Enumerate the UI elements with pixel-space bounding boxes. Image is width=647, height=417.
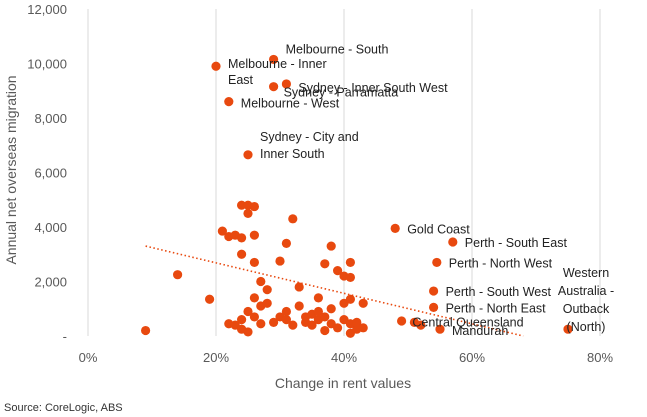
data-point [358,298,368,308]
data-point [237,315,247,325]
data-point [243,327,253,337]
source-note: Source: CoreLogic, ABS [4,402,123,414]
data-point [281,238,291,248]
trendline-layer [145,245,524,337]
data-point [249,230,259,240]
y-axis-title: Annual net overseas migration [3,75,19,264]
data-point [243,306,253,317]
y-tick-label: 2,000 [34,275,67,290]
data-point [320,312,330,322]
annotation-label: Perth - South East [465,236,568,250]
data-point [249,312,259,322]
data-point [313,293,323,303]
annotation-label: Melbourne - South [286,42,389,56]
data-point [345,272,355,283]
data-point [313,306,323,317]
data-point [326,241,336,251]
data-point [281,306,291,317]
data-point [320,259,330,269]
data-point [432,257,442,268]
annotation-label: Gold Coast [407,222,470,236]
data-point [269,54,279,65]
data-point [326,304,336,314]
annotation-label: Melbourne - West [241,97,340,111]
x-tick-labels: 0% 20% 40% 60% 80% [79,350,614,365]
data-point [435,324,445,334]
annotation-label: Sydney - Inner South West [298,81,448,95]
annotation-label: Sydney - City and Inner South [260,130,359,161]
data-point [390,223,400,233]
data-point [307,320,317,330]
data-point [429,286,439,296]
annotation-label: Mandurah [452,324,508,338]
data-point [563,324,573,334]
data-point [211,61,221,71]
x-axis-title: Change in rent values [275,375,411,391]
data-point [243,150,253,160]
trendline [145,245,524,337]
data-point [294,301,304,311]
y-tick-label: 10,000 [27,57,67,72]
data-point [345,294,355,304]
data-point [205,294,215,304]
x-tick-label: 40% [331,350,357,365]
data-point [281,79,291,89]
annotation-label: Sydney - Parramatta [284,86,399,100]
data-point [269,82,279,92]
points-layer [141,54,573,338]
y-tick-label: 12,000 [27,2,67,17]
data-point [237,249,247,259]
data-point [237,233,247,243]
data-point [237,200,247,210]
data-point [224,97,234,107]
data-point [294,282,304,292]
data-point [173,270,183,280]
data-point [141,325,151,336]
data-point [358,323,368,333]
data-point [249,257,259,268]
data-point [256,319,266,329]
x-tick-label: 60% [459,350,485,365]
data-point [281,315,291,325]
y-tick-label: 4,000 [34,220,67,235]
data-point [217,226,227,236]
data-point [429,302,439,312]
data-point [397,316,407,326]
y-tick-labels: - 2,000 4,000 6,000 8,000 10,000 12,000 [27,2,67,344]
data-point [333,323,343,333]
annotation-label: Western Australia -Outback (North) [558,266,614,334]
x-tick-label: 80% [587,350,613,365]
annotation-label: Melbourne - Inner East [228,57,327,87]
data-point [275,256,285,266]
data-point [352,317,362,327]
data-point [262,285,272,295]
x-tick-label: 0% [79,350,98,365]
data-point [320,325,330,336]
data-point [448,237,458,247]
data-point [416,320,426,330]
y-tick-label: 8,000 [34,111,67,126]
annotation-label: Central Queensland [412,315,523,329]
data-point [262,298,272,308]
y-tick-label: - [63,329,67,344]
data-point [256,276,266,287]
data-point [288,320,298,330]
data-point [269,317,279,327]
data-point [288,214,298,224]
annotation-label: Perth - North West [449,256,553,270]
data-point [249,293,259,303]
data-point [345,257,355,268]
data-point [249,201,259,212]
annotation-label: Perth - North East [446,301,547,315]
data-point [243,208,253,218]
y-tick-label: 6,000 [34,166,67,181]
x-tick-label: 20% [203,350,229,365]
data-point [333,266,343,276]
annotation-label: Perth - South West [446,285,552,299]
